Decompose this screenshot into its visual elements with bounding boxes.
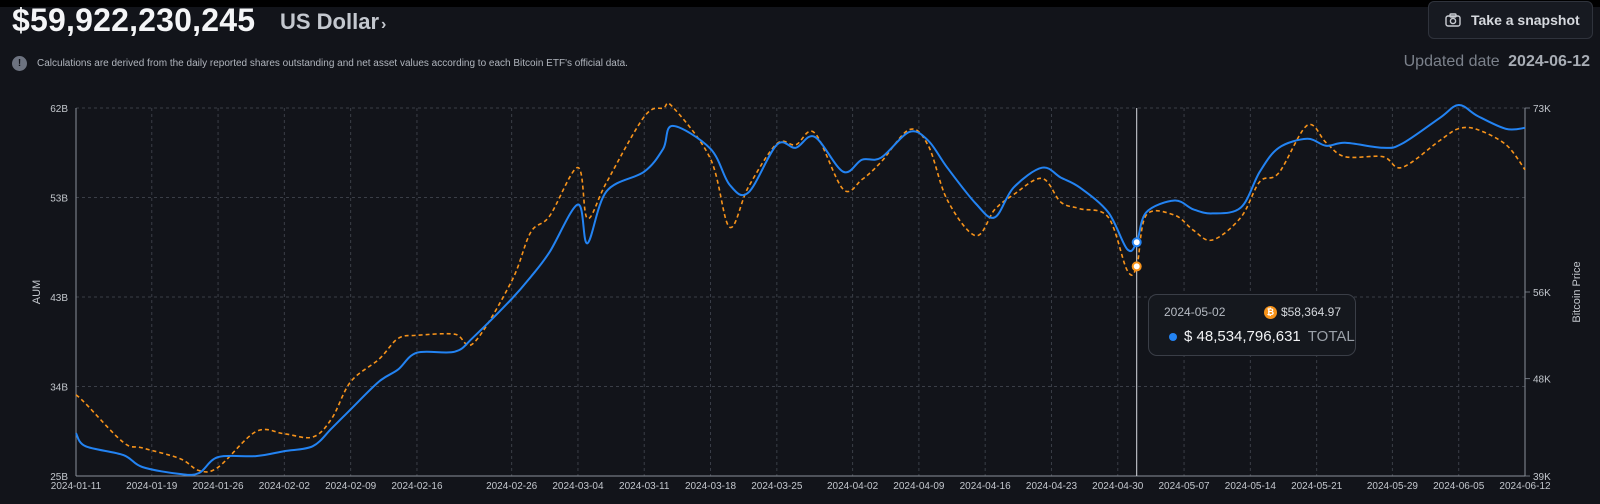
aum-point-marker xyxy=(1131,237,1142,248)
series-line-aum xyxy=(75,104,1526,476)
y-tick-label: 43B xyxy=(50,293,68,304)
series-line-bitcoin-price xyxy=(75,102,1526,473)
y2-tick-label: 39K xyxy=(1533,472,1551,483)
chart-highlight xyxy=(1131,108,1142,476)
tooltip-total-value: $ 48,534,796,631 xyxy=(1184,328,1301,345)
info-note: ! Calculations are derived from the dail… xyxy=(12,56,628,71)
updated-label: Updated date xyxy=(1403,53,1500,70)
x-tick-label: 2024-02-16 xyxy=(391,481,443,492)
bitcoin-icon: ₿ xyxy=(1263,305,1277,319)
x-tick-label: 2024-04-30 xyxy=(1092,481,1144,492)
top-bar xyxy=(0,0,1600,7)
snapshot-label: Take a snapshot xyxy=(1471,12,1580,28)
x-tick-label: 2024-04-02 xyxy=(827,481,879,492)
currency-selector[interactable]: US Dollar › xyxy=(280,9,386,35)
x-tick-label: 2024-04-09 xyxy=(893,481,945,492)
x-tick-label: 2024-03-25 xyxy=(751,481,803,492)
x-tick-label: 2024-06-05 xyxy=(1433,481,1485,492)
x-tick-label: 2024-03-04 xyxy=(552,481,604,492)
tooltip-total: $ 48,534,796,631 TOTAL xyxy=(1169,328,1355,345)
tooltip-date: 2024-05-02 xyxy=(1164,305,1226,319)
x-tick-label: 2024-05-07 xyxy=(1158,481,1210,492)
x-tick-label: 2024-03-18 xyxy=(685,481,737,492)
y2-axis-title: Bitcoin Price xyxy=(1571,261,1583,322)
tooltip-total-label: TOTAL xyxy=(1307,328,1355,345)
chart-grid xyxy=(75,107,1526,477)
y2-tick-label: 48K xyxy=(1533,375,1551,386)
y-tick-label: 62B xyxy=(50,104,68,115)
chart-series xyxy=(75,102,1526,476)
y-axis-title: AUM xyxy=(31,280,43,304)
x-tick-label: 2024-06-12 xyxy=(1499,481,1551,492)
y-tick-label: 53B xyxy=(50,194,68,205)
chart-axes: 62B 53B 43B 34B 25B 73K 56K 48K 39K 2024-01-11 202… xyxy=(31,104,1583,492)
x-tick-label: 2024-02-09 xyxy=(325,481,377,492)
x-tick-label: 2024-03-11 xyxy=(619,481,670,492)
tooltip-btc-value: $58,364.97 xyxy=(1280,305,1341,319)
chevron-right-icon: › xyxy=(381,16,387,33)
camera-icon xyxy=(1445,13,1461,27)
hover-tooltip: 2024-05-02 ₿ $58,364.97 $ 48,534,796,631… xyxy=(1148,294,1356,356)
y-tick-label: 25B xyxy=(50,472,68,483)
info-text: Calculations are derived from the daily … xyxy=(37,58,628,69)
x-tick-label: 2024-04-23 xyxy=(1026,481,1078,492)
x-tick-label: 2024-05-29 xyxy=(1367,481,1419,492)
aum-legend-dot xyxy=(1169,332,1177,341)
updated-date-value: 2024-06-12 xyxy=(1508,53,1590,70)
y-tick-label: 34B xyxy=(50,382,68,393)
info-icon: ! xyxy=(12,56,27,71)
y2-tick-label: 56K xyxy=(1533,288,1551,299)
x-tick-label: 2024-01-11 xyxy=(51,481,102,492)
tooltip-btc-price: ₿ $58,364.97 xyxy=(1263,305,1341,319)
total-aum-value: $59,922,230,245 xyxy=(12,2,256,38)
x-tick-label: 2024-02-26 xyxy=(486,481,538,492)
btc-point-marker xyxy=(1131,261,1142,272)
x-tick-label: 2024-02-02 xyxy=(259,481,311,492)
x-tick-label: 2024-01-26 xyxy=(192,481,244,492)
x-tick-label: 2024-05-14 xyxy=(1225,481,1277,492)
x-tick-label: 2024-04-16 xyxy=(960,481,1012,492)
updated-date: Updated date 2024-06-12 xyxy=(1404,53,1590,71)
x-tick-label: 2024-05-21 xyxy=(1291,481,1343,492)
currency-label: US Dollar xyxy=(280,9,380,34)
y2-tick-label: 73K xyxy=(1533,104,1551,115)
take-snapshot-button[interactable]: Take a snapshot xyxy=(1428,1,1593,39)
x-tick-label: 2024-01-19 xyxy=(126,481,178,492)
